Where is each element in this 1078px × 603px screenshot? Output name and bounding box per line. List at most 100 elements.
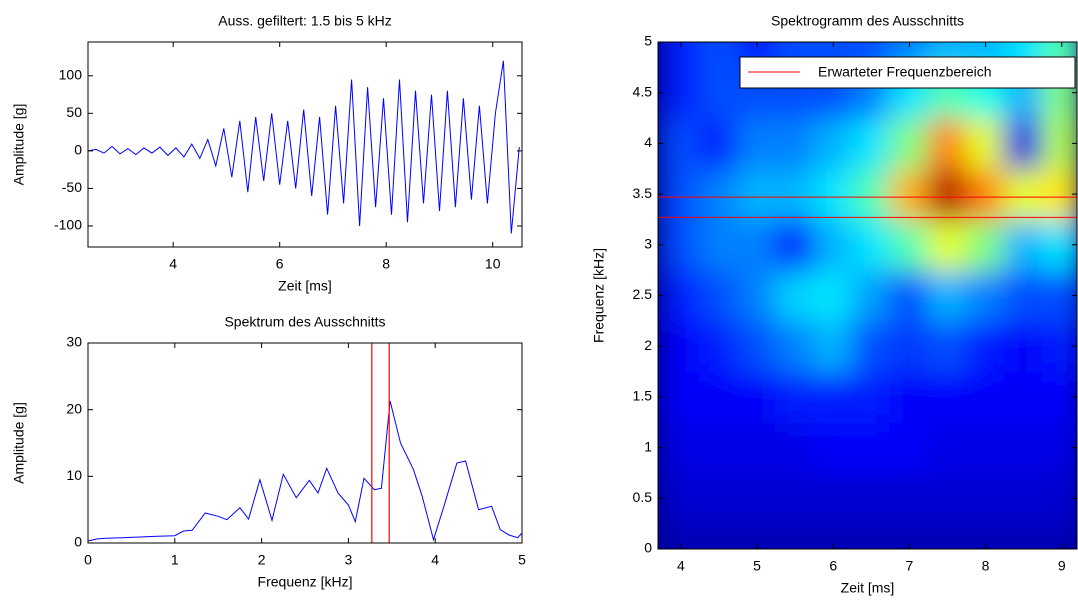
legend-label: Erwarteter Frequenzbereich	[818, 64, 992, 80]
heatmap-cell	[736, 167, 778, 221]
heatmap	[660, 42, 1077, 549]
heatmap-cell	[1041, 269, 1077, 322]
y-tick-label: 2	[644, 337, 652, 353]
heatmap-cell	[736, 471, 778, 525]
heatmap-cell	[889, 370, 930, 424]
y-tick-label: 50	[66, 104, 82, 120]
heatmap-cell	[736, 319, 778, 373]
heatmap-cell	[1003, 471, 1044, 525]
y-tick-label: 3	[644, 236, 652, 252]
heatmap-cell	[965, 117, 1006, 170]
axes-frame	[87, 342, 523, 544]
heatmap-cell	[851, 218, 892, 272]
heatmap-cell	[660, 471, 701, 525]
x-axis-label: Zeit [ms]	[841, 580, 895, 596]
heatmap-cell	[660, 370, 701, 424]
heatmap-cell	[1041, 370, 1077, 424]
data-line	[87, 400, 523, 542]
heatmap-cell	[698, 167, 739, 221]
heatmap-cell	[965, 421, 1006, 474]
x-axis-label: Frequenz [kHz]	[258, 574, 353, 590]
heatmap-cell	[851, 522, 892, 549]
y-tick-label: 30	[66, 334, 82, 350]
heatmap-cell	[1003, 167, 1044, 221]
heatmap-cell	[965, 218, 1006, 272]
chart-title: Auss. gefiltert: 1.5 bis 5 kHz	[218, 13, 392, 29]
y-tick-label: 2.5	[633, 286, 653, 302]
heatmap-cell	[1041, 167, 1077, 221]
heatmap-cell	[1003, 269, 1044, 322]
heatmap-cell	[813, 319, 854, 373]
heatmap-cell	[851, 117, 892, 170]
heatmap-cell	[813, 471, 854, 525]
heatmap-cell	[889, 218, 930, 272]
x-tick-label: 2	[258, 552, 266, 568]
heatmap-cell	[736, 117, 778, 170]
heatmap-cell	[851, 471, 892, 525]
y-tick-label: 100	[59, 66, 83, 82]
heatmap-cell	[698, 42, 739, 69]
y-tick-label: 1	[644, 438, 652, 454]
y-axis-label: Amplitude [g]	[11, 402, 27, 484]
heatmap-cell	[927, 117, 968, 170]
y-axis-label: Amplitude [g]	[11, 104, 27, 186]
heatmap-cell	[1041, 522, 1077, 549]
heatmap-cell	[927, 471, 968, 525]
heatmap-cell	[965, 370, 1006, 424]
y-tick-label: 10	[66, 467, 82, 483]
heatmap-cell	[775, 421, 816, 474]
x-axis-label: Zeit [ms]	[278, 278, 332, 294]
heatmap-cell	[813, 218, 854, 272]
heatmap-cell	[660, 218, 701, 272]
x-tick-label: 3	[345, 552, 353, 568]
heatmap-cell	[927, 218, 968, 272]
heatmap-cell	[813, 167, 854, 221]
x-tick-label: 6	[276, 256, 284, 272]
heatmap-cell	[1003, 522, 1044, 549]
y-tick-label: 3.5	[633, 185, 653, 201]
chart-title: Spektrum des Ausschnitts	[224, 314, 385, 330]
heatmap-cell	[698, 319, 739, 373]
heatmap-cell	[927, 269, 968, 322]
y-tick-label: 0	[644, 540, 652, 556]
heatmap-cell	[775, 167, 816, 221]
chart-title: Spektrogramm des Ausschnitts	[771, 13, 964, 29]
x-tick-label: 6	[829, 558, 837, 574]
heatmap-cell	[927, 319, 968, 373]
heatmap-cell	[775, 269, 816, 322]
heatmap-cell	[889, 319, 930, 373]
y-tick-label: 0.5	[633, 489, 653, 505]
heatmap-cell	[775, 319, 816, 373]
heatmap-cell	[698, 421, 739, 474]
heatmap-cell	[851, 421, 892, 474]
x-tick-label: 9	[1058, 558, 1066, 574]
legend: Erwarteter Frequenzbereich	[739, 56, 1076, 89]
x-tick-label: 4	[169, 256, 177, 272]
y-tick-label: -50	[62, 179, 82, 195]
heatmap-cell	[813, 117, 854, 170]
heatmap-cell	[889, 269, 930, 322]
y-tick-label: 20	[66, 400, 82, 416]
heatmap-cell	[889, 421, 930, 474]
heatmap-cell	[660, 66, 701, 120]
heatmap-cell	[698, 522, 739, 549]
heatmap-cell	[1003, 421, 1044, 474]
heatmap-cell	[698, 117, 739, 170]
y-tick-label: 1.5	[633, 388, 653, 404]
x-tick-label: 4	[431, 552, 439, 568]
axes-frame	[87, 41, 523, 248]
heatmap-cell	[927, 421, 968, 474]
x-tick-label: 8	[382, 256, 390, 272]
heatmap-cell	[927, 167, 968, 221]
x-tick-label: 5	[753, 558, 761, 574]
x-tick-label: 10	[485, 256, 501, 272]
heatmap-cell	[775, 218, 816, 272]
heatmap-cell	[1041, 421, 1077, 474]
heatmap-cells	[660, 42, 1077, 549]
x-tick-label: 8	[982, 558, 990, 574]
heatmap-cell	[1003, 218, 1044, 272]
x-tick-label: 1	[171, 552, 179, 568]
y-tick-label: 0	[74, 534, 82, 550]
heatmap-cell	[660, 167, 701, 221]
